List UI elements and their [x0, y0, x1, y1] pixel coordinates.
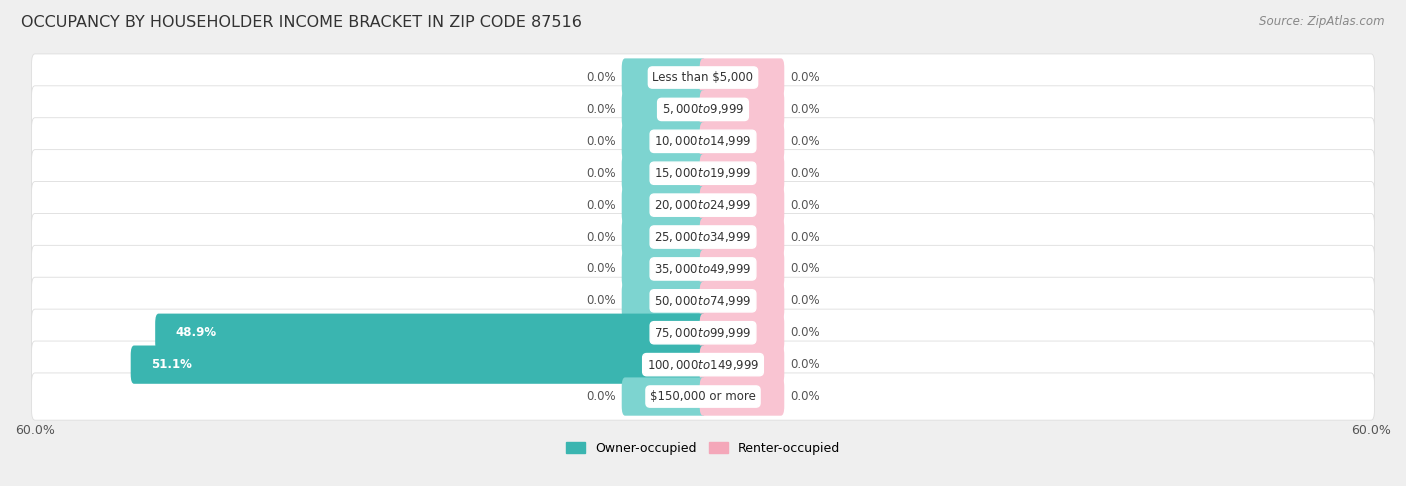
Text: 0.0%: 0.0% — [586, 135, 616, 148]
Text: 0.0%: 0.0% — [790, 167, 820, 180]
Text: 0.0%: 0.0% — [790, 390, 820, 403]
Text: 0.0%: 0.0% — [790, 295, 820, 307]
Text: 0.0%: 0.0% — [586, 167, 616, 180]
FancyBboxPatch shape — [31, 54, 1375, 101]
Text: $20,000 to $24,999: $20,000 to $24,999 — [654, 198, 752, 212]
Text: Source: ZipAtlas.com: Source: ZipAtlas.com — [1260, 15, 1385, 28]
FancyBboxPatch shape — [31, 86, 1375, 133]
Text: $50,000 to $74,999: $50,000 to $74,999 — [654, 294, 752, 308]
Text: 0.0%: 0.0% — [586, 71, 616, 84]
FancyBboxPatch shape — [31, 213, 1375, 260]
Text: 0.0%: 0.0% — [790, 71, 820, 84]
Text: 0.0%: 0.0% — [790, 103, 820, 116]
FancyBboxPatch shape — [621, 154, 706, 192]
FancyBboxPatch shape — [31, 309, 1375, 356]
FancyBboxPatch shape — [700, 346, 785, 384]
Text: $75,000 to $99,999: $75,000 to $99,999 — [654, 326, 752, 340]
Text: 0.0%: 0.0% — [586, 230, 616, 243]
FancyBboxPatch shape — [700, 90, 785, 129]
FancyBboxPatch shape — [700, 154, 785, 192]
Text: 48.9%: 48.9% — [176, 326, 217, 339]
FancyBboxPatch shape — [621, 218, 706, 256]
Text: $25,000 to $34,999: $25,000 to $34,999 — [654, 230, 752, 244]
FancyBboxPatch shape — [31, 118, 1375, 165]
Text: 0.0%: 0.0% — [790, 358, 820, 371]
FancyBboxPatch shape — [621, 90, 706, 129]
Text: 0.0%: 0.0% — [790, 135, 820, 148]
Text: $35,000 to $49,999: $35,000 to $49,999 — [654, 262, 752, 276]
Text: 0.0%: 0.0% — [790, 199, 820, 211]
FancyBboxPatch shape — [700, 250, 785, 288]
Text: Less than $5,000: Less than $5,000 — [652, 71, 754, 84]
FancyBboxPatch shape — [31, 373, 1375, 420]
FancyBboxPatch shape — [31, 277, 1375, 325]
FancyBboxPatch shape — [31, 182, 1375, 229]
FancyBboxPatch shape — [700, 282, 785, 320]
FancyBboxPatch shape — [621, 122, 706, 160]
Text: 0.0%: 0.0% — [586, 103, 616, 116]
FancyBboxPatch shape — [700, 186, 785, 224]
FancyBboxPatch shape — [621, 58, 706, 97]
Legend: Owner-occupied, Renter-occupied: Owner-occupied, Renter-occupied — [561, 437, 845, 460]
Text: 0.0%: 0.0% — [790, 230, 820, 243]
FancyBboxPatch shape — [31, 341, 1375, 388]
FancyBboxPatch shape — [621, 250, 706, 288]
Text: $100,000 to $149,999: $100,000 to $149,999 — [647, 358, 759, 372]
FancyBboxPatch shape — [621, 186, 706, 224]
FancyBboxPatch shape — [155, 313, 706, 352]
Text: $10,000 to $14,999: $10,000 to $14,999 — [654, 134, 752, 148]
Text: 51.1%: 51.1% — [150, 358, 191, 371]
FancyBboxPatch shape — [700, 378, 785, 416]
FancyBboxPatch shape — [700, 58, 785, 97]
FancyBboxPatch shape — [700, 122, 785, 160]
Text: $150,000 or more: $150,000 or more — [650, 390, 756, 403]
FancyBboxPatch shape — [31, 245, 1375, 293]
Text: $5,000 to $9,999: $5,000 to $9,999 — [662, 103, 744, 117]
Text: 0.0%: 0.0% — [586, 390, 616, 403]
FancyBboxPatch shape — [131, 346, 706, 384]
FancyBboxPatch shape — [31, 150, 1375, 197]
Text: 0.0%: 0.0% — [586, 295, 616, 307]
Text: 0.0%: 0.0% — [586, 262, 616, 276]
FancyBboxPatch shape — [621, 378, 706, 416]
FancyBboxPatch shape — [700, 313, 785, 352]
Text: OCCUPANCY BY HOUSEHOLDER INCOME BRACKET IN ZIP CODE 87516: OCCUPANCY BY HOUSEHOLDER INCOME BRACKET … — [21, 15, 582, 30]
Text: 0.0%: 0.0% — [790, 326, 820, 339]
Text: 0.0%: 0.0% — [586, 199, 616, 211]
FancyBboxPatch shape — [700, 218, 785, 256]
Text: 0.0%: 0.0% — [790, 262, 820, 276]
Text: $15,000 to $19,999: $15,000 to $19,999 — [654, 166, 752, 180]
FancyBboxPatch shape — [621, 282, 706, 320]
